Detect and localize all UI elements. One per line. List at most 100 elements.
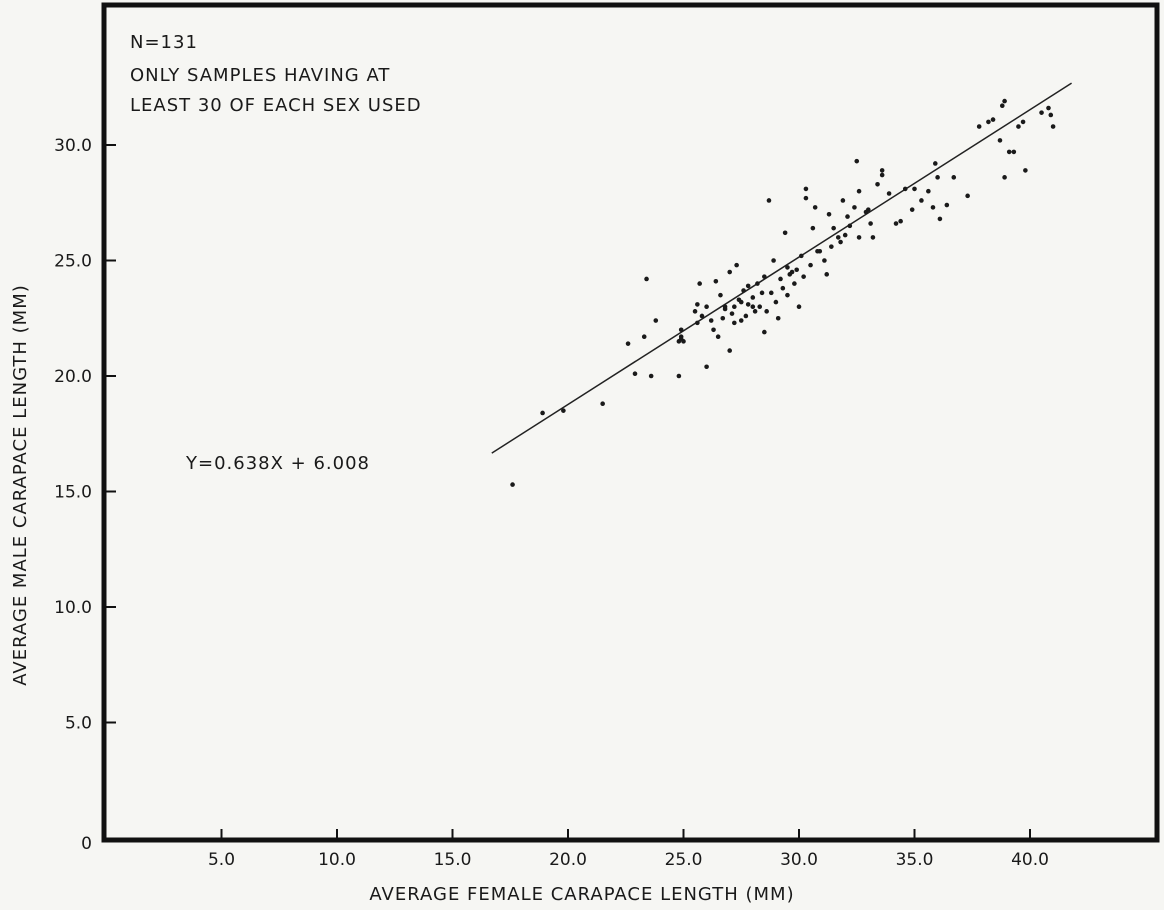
data-point [990,117,996,122]
data-point [644,276,649,282]
data-point [999,103,1005,109]
data-point [1048,112,1054,118]
data-point [829,244,834,249]
data-point [886,191,892,196]
x-tick-label: 20.0 [549,850,587,870]
data-point [898,218,903,224]
data-point [854,158,860,164]
data-point [976,124,982,129]
data-point [792,281,797,286]
data-point [801,274,806,279]
y-tick-label: 25.0 [54,252,92,272]
data-point [653,318,659,323]
data-point [965,193,970,199]
data-point [944,202,950,208]
data-point [734,262,739,268]
data-point [648,373,654,379]
data-point [711,327,716,333]
data-point [875,181,880,187]
data-point [935,175,940,180]
data-point [600,401,605,407]
data-point [713,278,719,284]
x-tick-label: 5.0 [208,850,235,870]
data-points [510,98,1056,487]
data-point [856,188,862,194]
note-line-1: ONLY SAMPLES HAVING AT [130,65,390,86]
data-point [856,235,862,240]
data-point [778,276,783,282]
data-point [561,408,566,413]
y-tick-label: 10.0 [54,598,92,618]
data-point [695,320,700,326]
data-point [757,304,763,310]
data-point [951,175,957,180]
data-point [752,309,758,314]
data-point [824,272,830,277]
data-point [750,304,756,310]
data-point [641,334,647,340]
y-axis-ticks: 0 5.0 10.0 15.0 20.0 25.0 30.0 [54,136,116,854]
data-point [1039,110,1044,115]
data-point [540,410,545,416]
data-point [697,281,702,286]
y-axis-title: AVERAGE MALE CARAPACE LENGTH (MM) [10,284,31,686]
data-point [732,304,737,310]
data-point [695,302,700,307]
regression-line [491,82,1072,454]
x-tick-label: 40.0 [1011,850,1049,870]
data-point [775,315,781,321]
data-point [1002,98,1007,104]
data-point [750,295,756,300]
data-point [722,304,728,310]
data-point [893,221,899,226]
x-axis-title: AVERAGE FEMALE CARAPACE LENGTH (MM) [369,884,794,905]
data-point [720,315,726,321]
data-point [879,168,885,173]
data-point [838,239,843,245]
x-tick-label: 15.0 [434,850,472,870]
x-tick-label: 30.0 [780,850,818,870]
data-point [840,198,846,203]
data-point [782,230,788,236]
data-point [692,309,698,314]
data-point [803,186,809,192]
data-point [926,188,931,194]
x-tick-label: 35.0 [896,850,934,870]
data-point [997,138,1003,143]
y-tick-label: 30.0 [54,136,92,156]
data-point [1023,168,1028,173]
data-point [794,267,799,273]
data-point [732,320,737,326]
plot-frame [101,2,1160,843]
data-point [738,299,744,305]
data-point [909,207,915,212]
data-point [799,253,804,259]
data-point [1016,124,1021,129]
data-point [759,290,765,296]
data-point [625,341,631,346]
data-point [870,235,876,240]
data-point [902,186,908,192]
data-point [729,311,735,316]
data-point [704,304,709,310]
data-point [812,205,818,210]
data-point [1050,124,1056,129]
data-point [727,348,732,353]
data-point [932,161,938,166]
data-point [766,198,772,203]
data-point [866,207,871,212]
data-point [743,313,749,319]
data-point [780,285,786,291]
data-point [632,371,638,376]
data-point [919,198,924,203]
data-point [868,221,873,226]
data-point [831,225,836,231]
data-point [715,334,721,340]
data-point [1011,149,1017,155]
data-point [510,482,515,487]
y-tick-label: 5.0 [65,714,92,734]
data-point [678,336,684,342]
data-point [741,288,746,293]
data-point [803,195,809,201]
